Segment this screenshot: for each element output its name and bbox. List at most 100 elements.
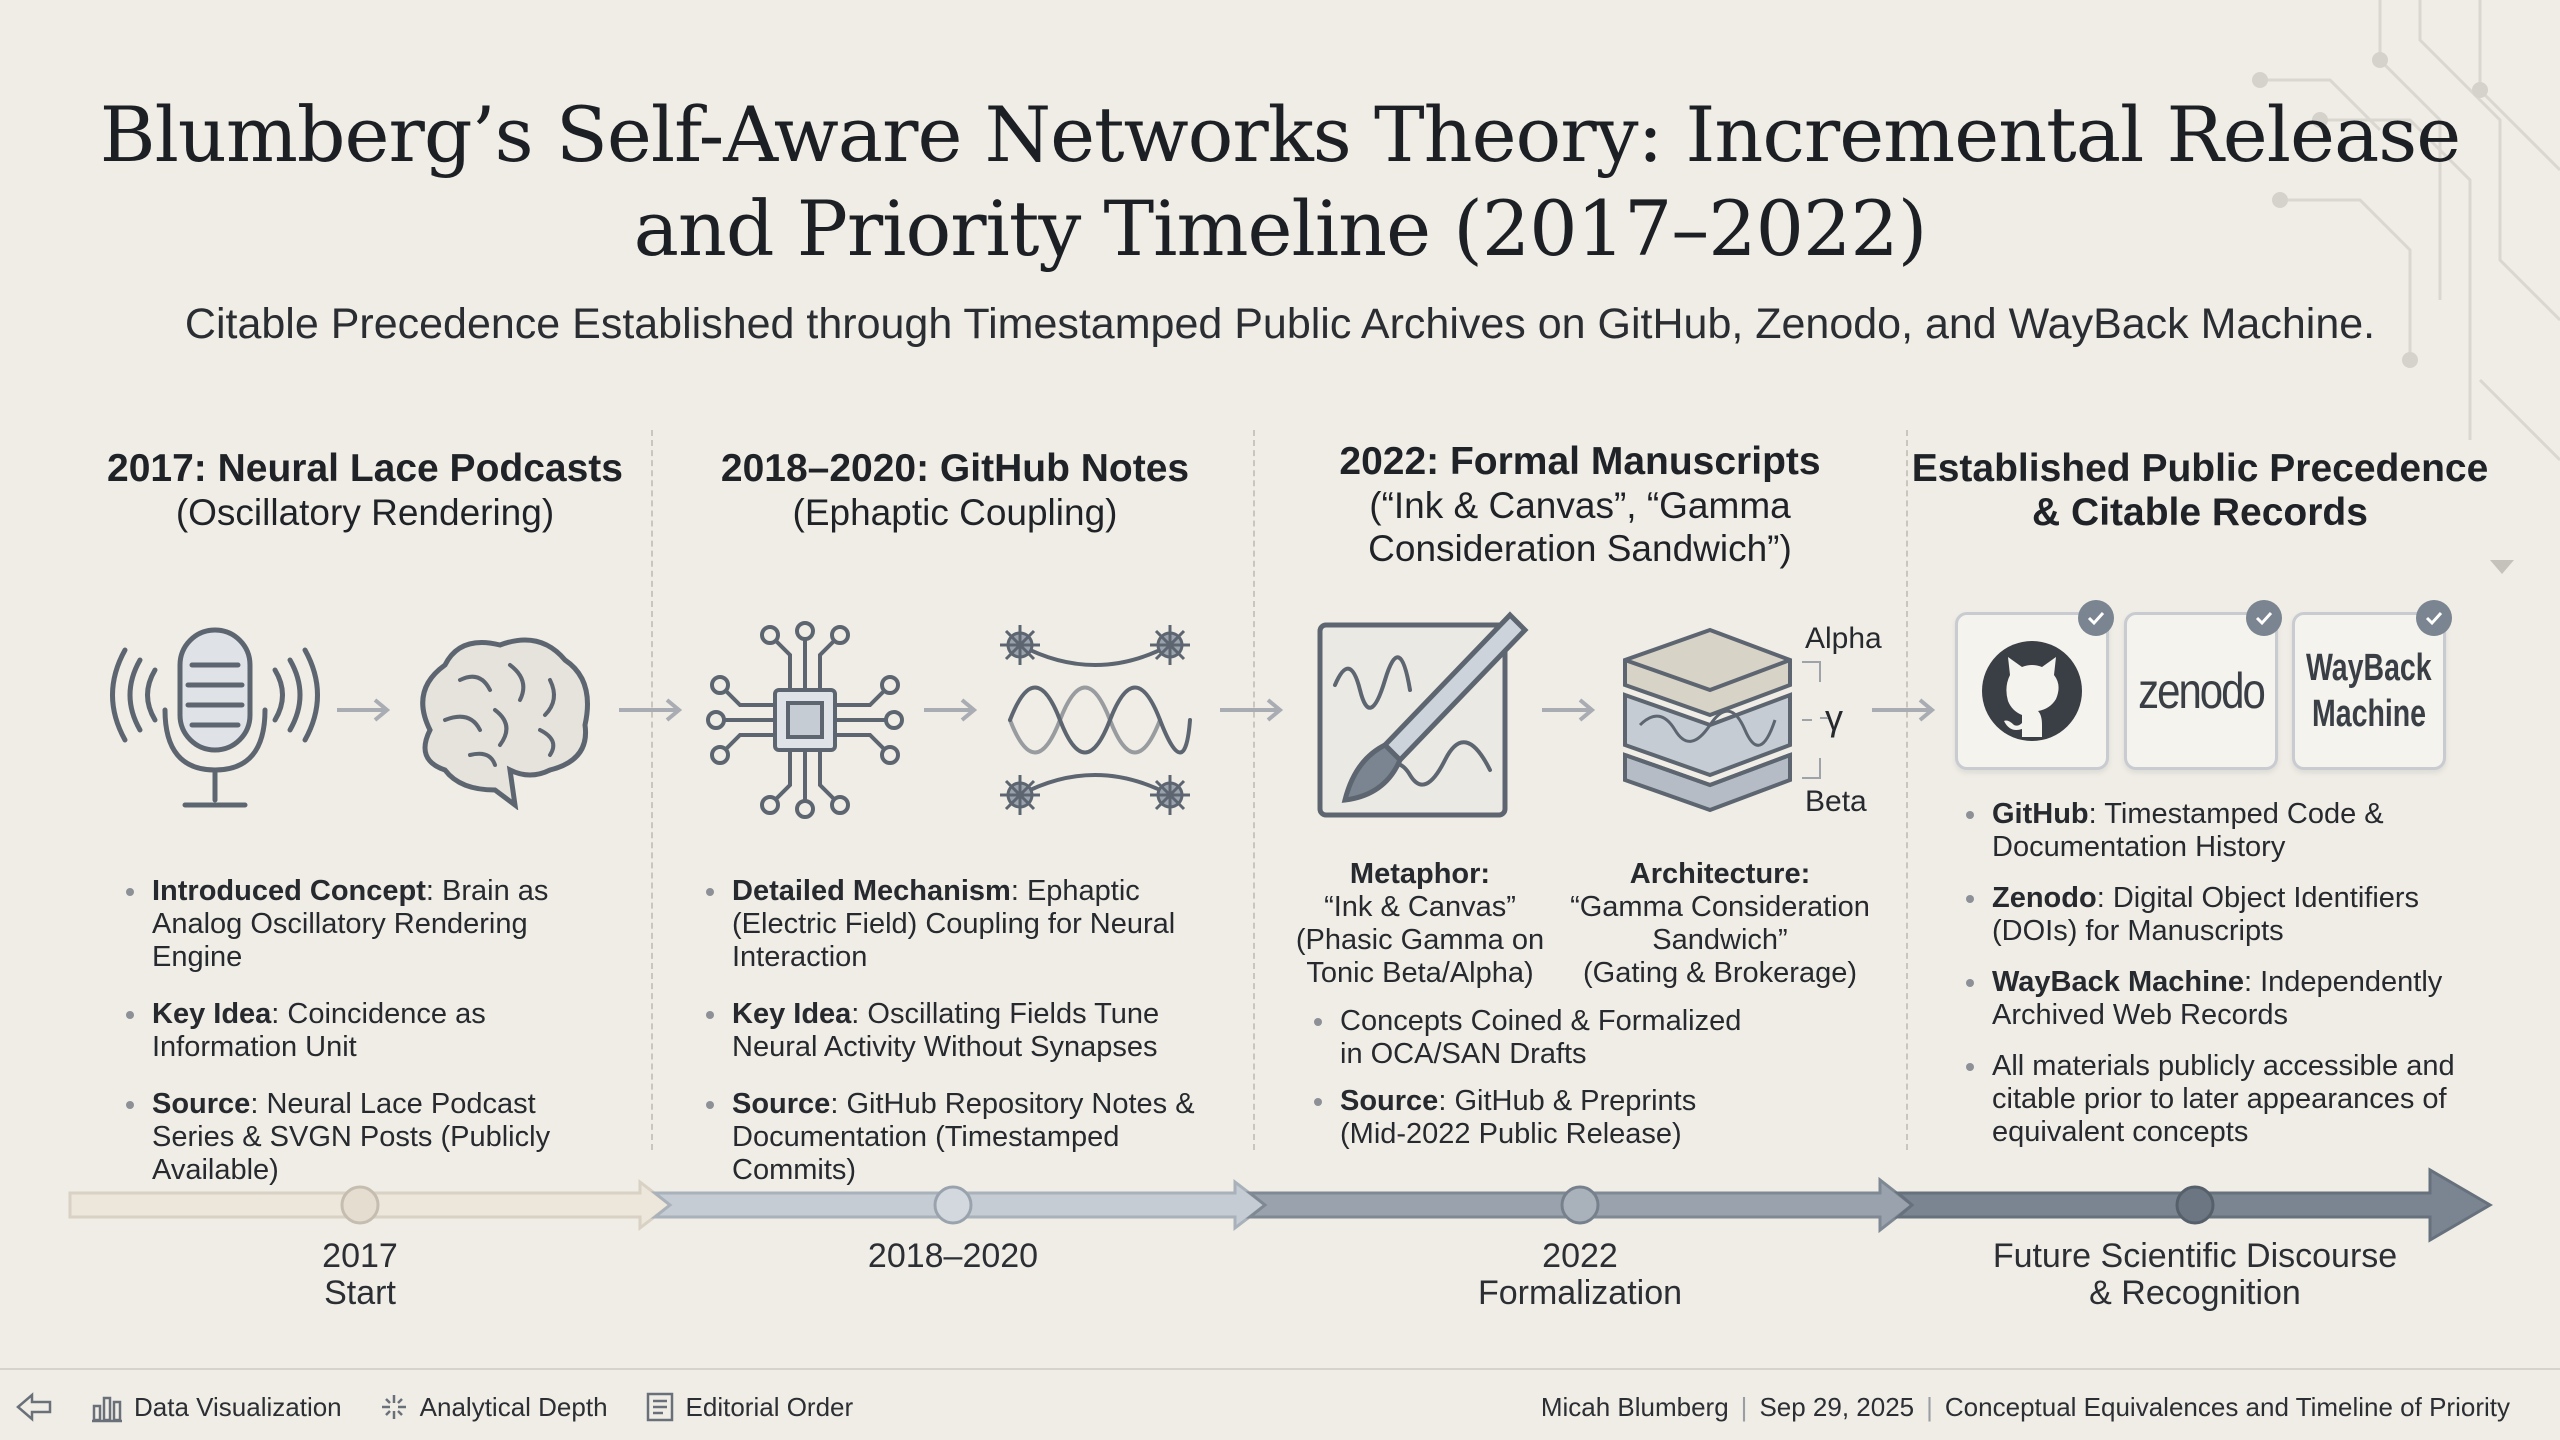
zenodo-wordmark: zenodo [2138, 662, 2266, 719]
bullet-text: Concepts Coined & Formalized in OCA/SAN … [1340, 1005, 1742, 1070]
bullet-bold: Key Idea [732, 998, 852, 1030]
timeline-label-2017: 2017 Start [210, 1238, 510, 1312]
nav-label: Analytical Depth [419, 1392, 608, 1422]
footer-date: Sep 29, 2025 [1759, 1392, 1915, 1422]
list-item: Key Idea: Oscillating Fields Tune Neural… [700, 998, 1220, 1064]
heading-text: 2018–2020: GitHub Notes [720, 447, 1190, 490]
machine-wordmark: Machine [2311, 693, 2427, 735]
list-item: GitHub: Timestamped Code & Documentation… [1960, 798, 2460, 864]
footer-separator: | [1926, 1392, 1933, 1422]
arrow-icon [924, 698, 978, 722]
bullet-bold: Key Idea [152, 998, 272, 1030]
bullet-bold: Source [152, 1088, 251, 1120]
github-logo [1955, 612, 2109, 770]
bullet-list-2018-2020: Detailed Mechanism: Ephaptic (Electric F… [700, 875, 1220, 1211]
circuit-decoration [2252, 0, 2560, 574]
bullet-bold: Source [1340, 1085, 1439, 1117]
column-heading-2022: 2022: Formal Manuscripts (“Ink & Canvas”… [1260, 440, 1900, 570]
column-heading-2018-2020: 2018–2020: GitHub Notes (Ephaptic Coupli… [660, 447, 1250, 534]
heading-text: 2017: Neural Lace Podcasts [107, 447, 623, 490]
caption-title: Metaphor: [1349, 858, 1491, 890]
bullet-bold: GitHub [1992, 798, 2089, 830]
check-icon [2078, 600, 2114, 636]
list-icon [646, 1392, 673, 1422]
brain-icon [420, 637, 590, 810]
heading-text: Established Public Precedence [1911, 447, 2489, 490]
timeline-label-line: 2022 [1542, 1237, 1618, 1275]
bullet-text: All materials publicly accessible and ci… [1992, 1050, 2455, 1148]
caption-metaphor: Metaphor: “Ink & Canvas” (Phasic Gamma o… [1290, 858, 1550, 990]
zenodo-logo: zenodo [2124, 612, 2278, 770]
heading-text: & Citable Records [2032, 491, 2368, 534]
caption-line: Tonic Beta/Alpha) [1306, 957, 1534, 989]
bullet-text: : Brain as Analog Oscillatory Rendering … [152, 875, 549, 973]
bullet-text: : Coincidence as Information Unit [152, 998, 486, 1063]
canvas-brush-icon [1317, 611, 1529, 818]
bullet-list-2017: Introduced Concept: Brain as Analog Osci… [120, 875, 620, 1211]
bullet-text: : Neural Lace Podcast Series & SVGN Post… [152, 1088, 551, 1186]
bullet-list-2022: Concepts Coined & Formalized in OCA/SAN … [1308, 1005, 1768, 1175]
arrow-icon [1220, 698, 1284, 722]
arrow-icon [1872, 698, 1936, 722]
bullet-bold: WayBack Machine [1992, 966, 2244, 998]
timeline-label-line: & Recognition [2089, 1274, 2301, 1312]
footer-meta: Micah Blumberg | Sep 29, 2025 | Conceptu… [1541, 1390, 2510, 1424]
bullet-text: : Timestamped Code & Documentation Histo… [1992, 798, 2384, 863]
layered-sandwich-icon [1623, 627, 1792, 813]
column-divider [1253, 430, 1255, 1150]
footer-divider [0, 1368, 2560, 1370]
github-icon [1982, 641, 2082, 741]
timeline-arrow [68, 1167, 2493, 1243]
footer-nav: Data Visualization Analytical Depth Edit… [14, 1390, 853, 1424]
timeline-node [933, 1185, 973, 1225]
bullet-text: : GitHub & Preprints (Mid-2022 Public Re… [1340, 1085, 1697, 1150]
timeline-node [1560, 1185, 1600, 1225]
check-icon [2246, 600, 2282, 636]
title-line-2: and Priority Timeline (2017–2022) [633, 184, 1928, 273]
bullet-bold: Zenodo [1992, 882, 2097, 914]
list-item: Introduced Concept: Brain as Analog Osci… [120, 875, 620, 974]
column-heading-precedence: Established Public Precedence & Citable … [1910, 447, 2490, 535]
list-item: Zenodo: Digital Object Identifiers (DOIs… [1960, 882, 2460, 948]
bullet-bold: Source [732, 1088, 831, 1120]
timeline-label-line: 2018–2020 [867, 1237, 1039, 1275]
nav-editorial-order[interactable]: Editorial Order [644, 1390, 853, 1424]
page-subtitle: Citable Precedence Established through T… [184, 300, 2376, 348]
heading-text: 2022: Formal Manuscripts [1339, 440, 1821, 483]
caption-line: Sandwich” [1652, 924, 1788, 956]
arrow-icon [337, 698, 391, 722]
arrow-icon [619, 698, 683, 722]
nav-label: Data Visualization [134, 1392, 342, 1422]
timeline-label-2018-2020: 2018–2020 [803, 1238, 1103, 1275]
subheading-text: (“Ink & Canvas”, “Gamma [1369, 485, 1791, 526]
list-item: Concepts Coined & Formalized in OCA/SAN … [1308, 1005, 1768, 1071]
bullet-text: : Independently Archived Web Records [1992, 966, 2443, 1031]
subheading-text: (Ephaptic Coupling) [792, 492, 1118, 533]
timeline-label-line: Formalization [1477, 1274, 1683, 1312]
sandwich-label-alpha: Alpha [1805, 622, 1882, 655]
sandwich-label-gamma: γ [1825, 697, 1843, 738]
microphone-icon [110, 627, 320, 808]
back-button[interactable] [14, 1392, 54, 1422]
list-item: Source: GitHub Repository Notes & Docume… [700, 1088, 1220, 1187]
caption-line: (Gating & Brokerage) [1582, 957, 1857, 989]
arrow-icon [1542, 698, 1596, 722]
chart-icon [92, 1396, 122, 1423]
check-icon [2416, 600, 2452, 636]
footer-separator: | [1740, 1392, 1748, 1422]
sparkle-icon [381, 1395, 406, 1419]
bullet-text: : GitHub Repository Notes & Documentatio… [732, 1088, 1195, 1186]
timeline-node [340, 1185, 380, 1225]
list-item: Key Idea: Coincidence as Information Uni… [120, 998, 620, 1064]
list-item: WayBack Machine: Independently Archived … [1960, 966, 2460, 1032]
bullet-text: : Ephaptic (Electric Field) Coupling for… [732, 875, 1176, 973]
timeline-label-2022: 2022 Formalization [1430, 1238, 1730, 1312]
nav-data-visualization[interactable]: Data Visualization [90, 1390, 342, 1424]
page-title: Blumberg’s Self-Aware Networks Theory: I… [0, 88, 2560, 276]
bullet-bold: Detailed Mechanism [732, 875, 1011, 907]
nav-analytical-depth[interactable]: Analytical Depth [378, 1390, 608, 1424]
timeline-node [2175, 1185, 2215, 1225]
caption-architecture: Architecture: “Gamma Consideration Sandw… [1570, 858, 1870, 990]
bullet-text: : Oscillating Fields Tune Neural Activit… [732, 998, 1160, 1063]
footer-topic: Conceptual Equivalences and Timeline of … [1944, 1392, 2510, 1422]
